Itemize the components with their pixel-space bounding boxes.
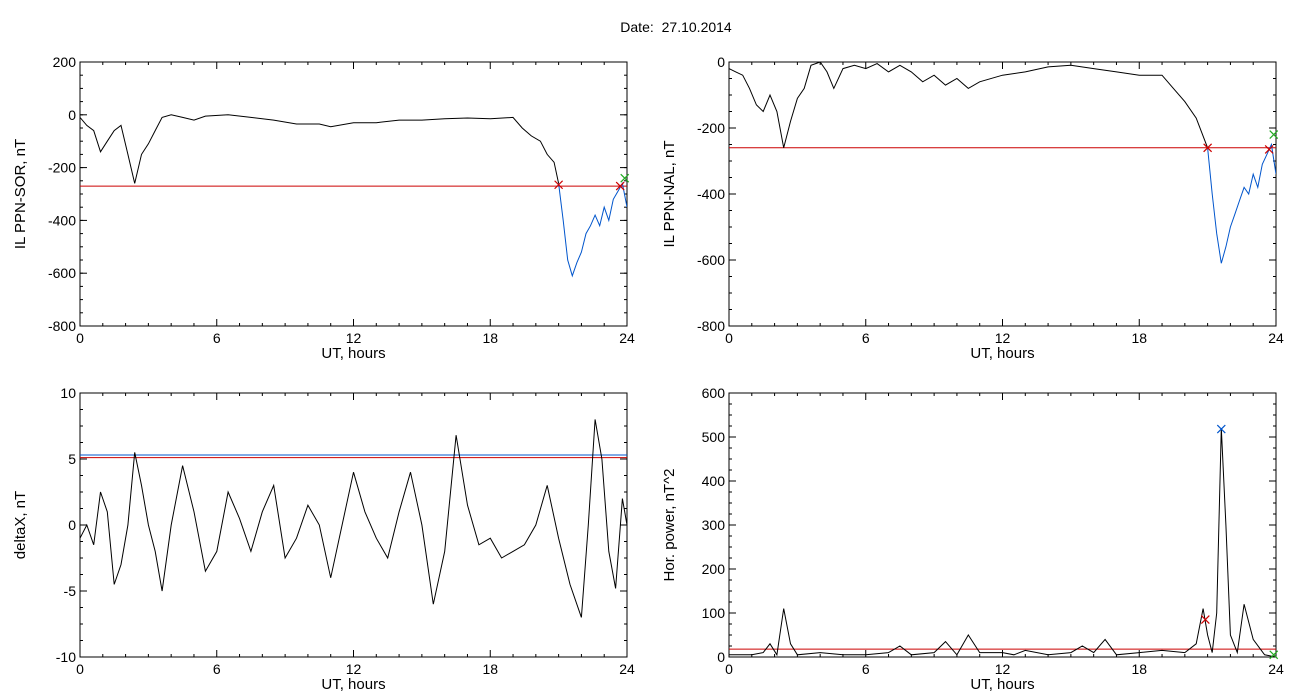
y-tick-label: 500	[702, 429, 726, 445]
y-tick-label: -400	[697, 186, 725, 202]
y-tick-label: 200	[53, 54, 77, 70]
series-line-0	[729, 62, 1209, 148]
plot-p1: 0 6 12 18 24 -800 -600 -400 -200 0 200 UT, hours IL …	[12, 54, 635, 362]
y-tick-label: 10	[60, 385, 76, 401]
y-tick-label: -600	[48, 265, 76, 281]
plot-p3: 0 6 12 18 24 -10 -5 0 5 10 UT, hours deltaX, nT	[12, 385, 635, 693]
x-tick-label: 18	[482, 330, 498, 346]
plot-frame	[728, 61, 1277, 327]
x-marker	[1200, 615, 1210, 625]
y-tick-label: -800	[48, 318, 76, 334]
x-tick-label: 12	[995, 661, 1011, 677]
y-tick-label: -10	[56, 649, 76, 665]
plot-p4: 0 6 12 18 24 0 100 200 300 400 500 600 UT, hours Hor.…	[661, 385, 1284, 693]
series-line-0	[80, 419, 627, 618]
x-tick-label: 24	[1268, 661, 1284, 677]
x-tick-label: 12	[346, 661, 362, 677]
y-tick-label: 300	[702, 517, 726, 533]
x-tick-label: 18	[482, 661, 498, 677]
y-tick-label: -200	[697, 120, 725, 136]
x-marker-stroke	[554, 180, 564, 190]
plot-p2: 0 6 12 18 24 -800 -600 -400 -200 0 UT, hours IL PPN…	[661, 54, 1284, 362]
plot-data	[729, 62, 1276, 264]
x-marker-stroke	[620, 173, 630, 183]
x-tick-label: 18	[1131, 330, 1147, 346]
y-tick-label: 0	[68, 517, 76, 533]
x-marker	[1264, 145, 1274, 154]
x-marker	[1269, 130, 1279, 140]
x-tick-label: 6	[862, 330, 870, 346]
y-tick-label: -400	[48, 212, 76, 228]
y-tick-label: 5	[68, 451, 76, 467]
y-axis-label: IL PPN-NAL, nT	[661, 141, 678, 248]
date-label: Date:	[620, 19, 654, 35]
x-tick-label: 0	[76, 661, 84, 677]
x-marker	[1203, 143, 1213, 153]
y-tick-label: 400	[702, 473, 726, 489]
x-axis-label: UT, hours	[321, 345, 385, 362]
x-tick-label: 0	[76, 330, 84, 346]
series-line-1	[1207, 142, 1276, 264]
x-marker-stroke	[1269, 650, 1279, 660]
y-tick-label: 0	[717, 649, 725, 665]
x-tick-label: 6	[213, 661, 221, 677]
x-axis-label: UT, hours	[970, 676, 1034, 693]
series-line-0	[80, 114, 560, 184]
y-tick-label: -800	[697, 318, 725, 334]
y-tick-label: -200	[48, 160, 76, 176]
x-axis-label: UT, hours	[321, 676, 385, 693]
x-marker-stroke	[1269, 130, 1279, 140]
plot-data	[80, 419, 627, 618]
y-axis-label: IL PPN-SOR, nT	[12, 139, 29, 249]
x-marker	[1269, 650, 1279, 660]
x-tick-label: 12	[995, 330, 1011, 346]
x-tick-label: 12	[346, 330, 362, 346]
x-marker	[615, 181, 625, 191]
x-marker-stroke	[1200, 615, 1210, 625]
x-marker-stroke	[1264, 145, 1274, 154]
y-tick-label: 600	[702, 385, 726, 401]
y-tick-label: 0	[717, 54, 725, 70]
x-marker-stroke	[615, 181, 625, 191]
x-axis-label: UT, hours	[970, 345, 1034, 362]
plot-frame	[79, 61, 628, 327]
y-tick-label: 200	[702, 561, 726, 577]
plot-frame	[728, 392, 1277, 658]
x-marker-stroke	[1203, 143, 1213, 153]
x-marker	[1216, 424, 1226, 434]
x-tick-label: 0	[725, 661, 733, 677]
y-tick-label: 0	[68, 107, 76, 123]
x-tick-label: 24	[619, 330, 635, 346]
y-tick-label: 100	[702, 605, 726, 621]
plot-frame	[79, 392, 628, 658]
x-marker	[554, 180, 564, 190]
x-tick-label: 24	[619, 661, 635, 677]
figure-title: Date: 27.10.2014	[0, 19, 1300, 35]
y-axis-label: Hor. power, nT^2	[661, 469, 678, 582]
x-tick-label: 6	[213, 330, 221, 346]
y-tick-label: -600	[697, 252, 725, 268]
x-tick-label: 24	[1268, 330, 1284, 346]
x-tick-label: 6	[862, 661, 870, 677]
x-tick-label: 18	[1131, 661, 1147, 677]
plot-data	[80, 114, 627, 278]
series-line-1	[558, 181, 627, 278]
x-tick-label: 0	[725, 330, 733, 346]
x-marker	[620, 173, 630, 183]
series-line-0	[729, 428, 1276, 657]
date-value: 27.10.2014	[661, 19, 732, 35]
x-marker-stroke	[1216, 424, 1226, 434]
plot-data	[729, 428, 1276, 657]
y-axis-label: deltaX, nT	[12, 491, 29, 559]
y-tick-label: -5	[64, 583, 77, 599]
